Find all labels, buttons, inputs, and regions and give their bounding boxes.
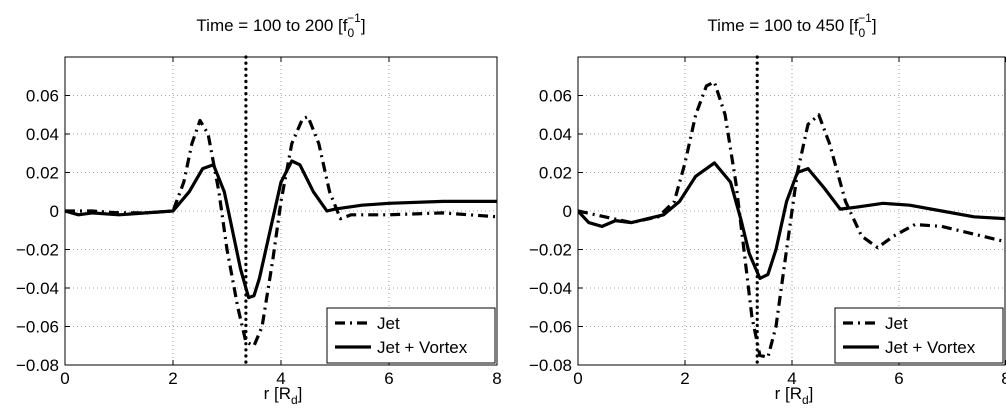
y-tick-label: 0.02 — [539, 164, 572, 183]
x-axis-label: r [Rd] — [264, 384, 303, 407]
chart-title: Time = 100 to 200 [f0−1] — [196, 11, 365, 40]
series-line-jet-vortex — [578, 161, 1005, 280]
legend-label: Jet — [885, 314, 908, 333]
legend-label: Jet + Vortex — [885, 338, 976, 357]
series-group — [65, 115, 497, 348]
legend: Jet Jet + Vortex — [326, 307, 496, 364]
y-tick-label: 0.04 — [26, 125, 59, 144]
y-tick-label: −0.08 — [529, 356, 572, 375]
chart-panel-right: 0 2 4 6 8 −0.08 −0.06 −0.04 −0.02 0 0.02 0.04 0.06 Ti… — [529, 11, 1006, 407]
chart-panel-left: 0 2 4 6 8 −0.08 −0.06 −0.04 −0.02 0 0.02 0.04 0.06 Ti… — [16, 11, 502, 407]
series-line-jet — [578, 80, 1005, 359]
y-tick-label: −0.04 — [529, 279, 572, 298]
x-tick-label: 4 — [276, 369, 285, 388]
y-tick-label: 0 — [563, 202, 572, 221]
y-tick-label: −0.02 — [529, 241, 572, 260]
x-tick-label: 4 — [787, 369, 796, 388]
x-axis-label: r [Rd] — [775, 384, 814, 407]
y-tick-label: −0.06 — [529, 318, 572, 337]
y-tick-label: −0.04 — [16, 279, 59, 298]
legend-label: Jet — [377, 314, 400, 333]
y-tick-label: 0.02 — [26, 164, 59, 183]
legend-label: Jet + Vortex — [377, 338, 468, 357]
y-tick-label: −0.08 — [16, 356, 59, 375]
series-group — [578, 80, 1005, 359]
x-tick-label: 2 — [168, 369, 177, 388]
y-tick-label: −0.06 — [16, 318, 59, 337]
legend: Jet Jet + Vortex — [834, 307, 1004, 364]
x-tick-label: 0 — [60, 369, 69, 388]
x-tick-label: 2 — [680, 369, 689, 388]
legend-box — [326, 307, 496, 364]
x-tick-label: 6 — [894, 369, 903, 388]
y-tick-label: 0.04 — [539, 125, 572, 144]
legend-box — [834, 307, 1004, 364]
y-tick-label: −0.02 — [16, 241, 59, 260]
x-tick-label: 8 — [1001, 369, 1006, 388]
x-tick-label: 6 — [384, 369, 393, 388]
x-tick-label: 0 — [573, 369, 582, 388]
chart-title: Time = 100 to 450 [f0−1] — [707, 11, 876, 40]
series-line-jet-vortex — [65, 159, 497, 300]
y-tick-label: 0.06 — [26, 87, 59, 106]
y-tick-label: 0 — [50, 202, 59, 221]
y-tick-label: 0.06 — [539, 87, 572, 106]
x-tick-label: 8 — [492, 369, 501, 388]
